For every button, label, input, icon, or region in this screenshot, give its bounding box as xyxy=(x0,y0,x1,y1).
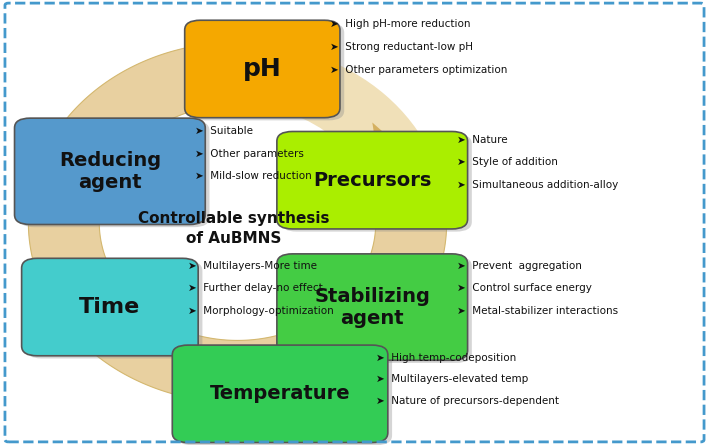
Text: ➤  High pH-more reduction: ➤ High pH-more reduction xyxy=(330,19,470,28)
Text: Controllable synthesis: Controllable synthesis xyxy=(138,210,330,226)
FancyBboxPatch shape xyxy=(172,345,388,442)
Text: ➤  Other parameters optimization: ➤ Other parameters optimization xyxy=(330,65,507,75)
Text: ➤  Multilayers-elevated temp: ➤ Multilayers-elevated temp xyxy=(376,374,528,384)
Text: Stabilizing
agent: Stabilizing agent xyxy=(314,287,430,328)
Text: ➤  Simultaneous addition-alloy: ➤ Simultaneous addition-alloy xyxy=(457,180,618,190)
Polygon shape xyxy=(28,42,447,403)
Text: ➤  Other parameters: ➤ Other parameters xyxy=(195,149,304,158)
FancyBboxPatch shape xyxy=(26,261,203,359)
Text: ➤  Style of addition: ➤ Style of addition xyxy=(457,158,558,167)
Text: Temperature: Temperature xyxy=(210,384,350,403)
FancyBboxPatch shape xyxy=(184,20,340,118)
FancyBboxPatch shape xyxy=(18,121,210,227)
Text: pH: pH xyxy=(243,57,281,81)
Text: ➤  Suitable: ➤ Suitable xyxy=(195,126,253,136)
FancyBboxPatch shape xyxy=(277,132,468,229)
Ellipse shape xyxy=(28,42,447,403)
Text: ➤  High temp-codeposition: ➤ High temp-codeposition xyxy=(376,353,516,363)
FancyBboxPatch shape xyxy=(277,254,468,360)
Text: ➤  Mild-slow reduction: ➤ Mild-slow reduction xyxy=(195,171,312,181)
Text: ➤  Metal-stabilizer interactions: ➤ Metal-stabilizer interactions xyxy=(457,306,618,316)
FancyBboxPatch shape xyxy=(14,118,206,224)
Text: ➤  Strong reductant-low pH: ➤ Strong reductant-low pH xyxy=(330,42,473,52)
Text: Time: Time xyxy=(79,297,140,317)
Text: ➤  Prevent  aggregation: ➤ Prevent aggregation xyxy=(457,261,582,271)
Text: ➤  Nature: ➤ Nature xyxy=(457,135,508,145)
Text: ➤  Nature of precursors-dependent: ➤ Nature of precursors-dependent xyxy=(376,396,559,405)
FancyBboxPatch shape xyxy=(189,23,344,121)
FancyBboxPatch shape xyxy=(281,134,472,231)
Text: of AuBMNS: of AuBMNS xyxy=(186,231,281,246)
Text: ➤  Multilayers-More time: ➤ Multilayers-More time xyxy=(188,261,317,271)
Ellipse shape xyxy=(99,105,376,340)
Text: Reducing
agent: Reducing agent xyxy=(59,151,161,192)
FancyBboxPatch shape xyxy=(177,348,392,445)
Text: ➤  Further delay-no effect: ➤ Further delay-no effect xyxy=(188,283,323,293)
Polygon shape xyxy=(372,122,454,216)
FancyBboxPatch shape xyxy=(22,258,199,356)
Text: Precursors: Precursors xyxy=(313,171,431,190)
Text: ➤  Morphology-optimization: ➤ Morphology-optimization xyxy=(188,306,334,316)
Text: ➤  Control surface energy: ➤ Control surface energy xyxy=(457,283,592,293)
FancyBboxPatch shape xyxy=(281,256,472,363)
